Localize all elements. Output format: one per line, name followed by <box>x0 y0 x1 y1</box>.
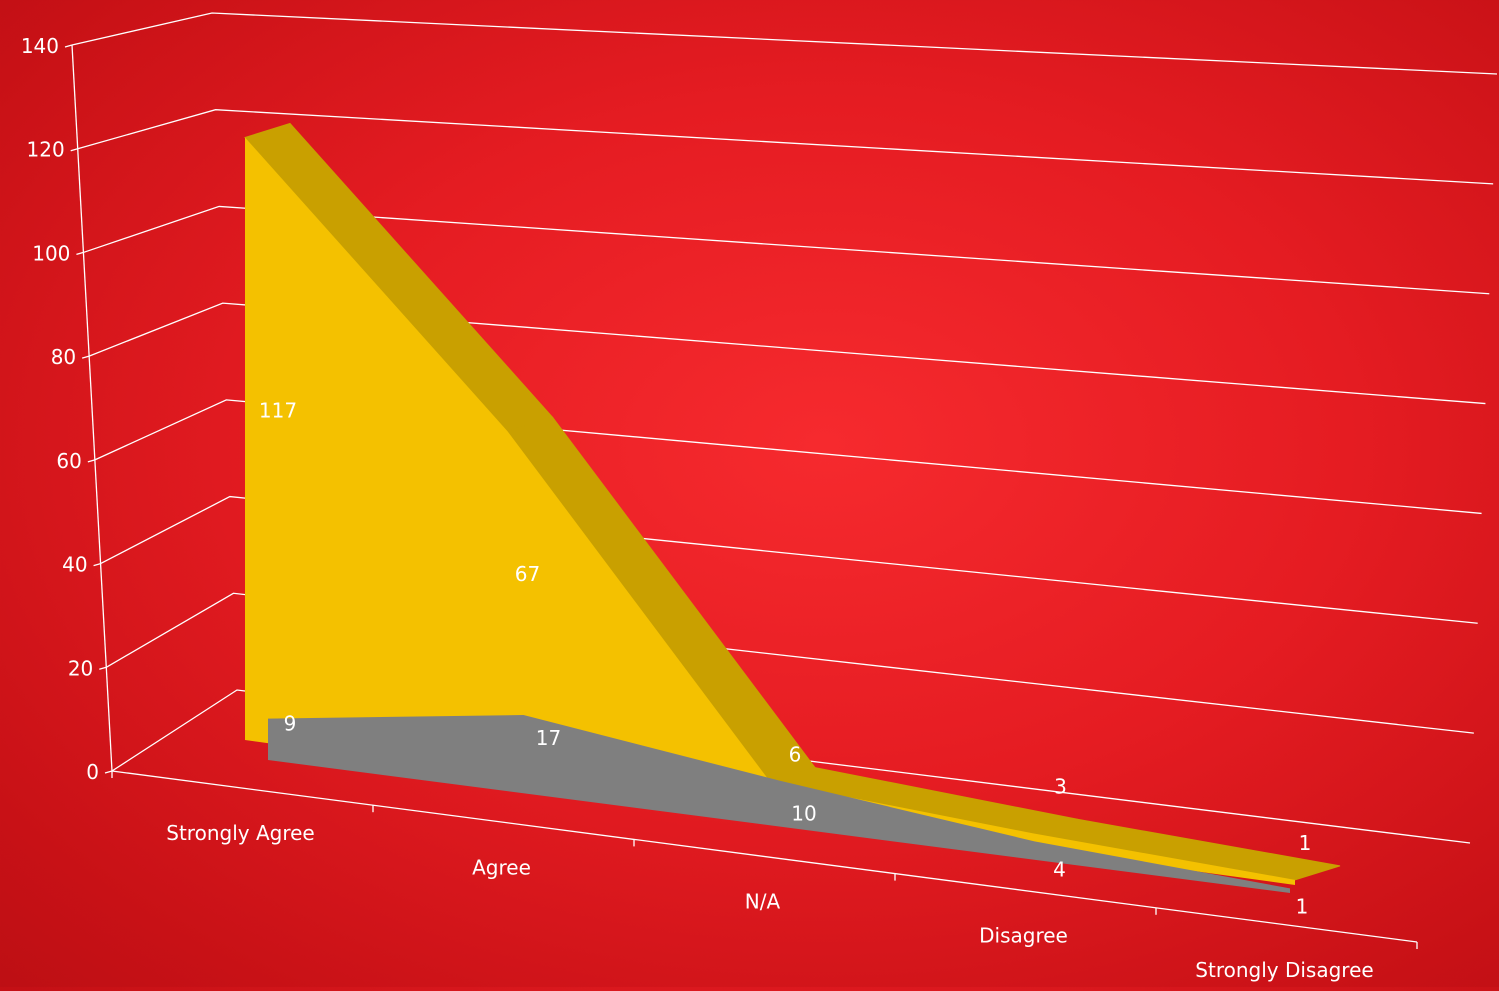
y-tick-label: 40 <box>62 553 87 577</box>
y-tick-mark <box>104 770 113 774</box>
series-area <box>268 715 1290 893</box>
gridline <box>88 302 1486 405</box>
x-tick-label: Disagree <box>979 924 1068 948</box>
data-label: 17 <box>536 726 561 750</box>
data-label: 117 <box>259 398 297 422</box>
x-tick-label: Strongly Disagree <box>1195 958 1373 982</box>
y-tick-mark <box>87 459 96 463</box>
y-tick-mark <box>93 562 101 567</box>
x-axis-line <box>111 770 1418 943</box>
y-tick-mark <box>64 44 73 48</box>
y-tick-label: 60 <box>56 449 81 473</box>
y-tick-mark <box>99 666 107 670</box>
y-tick-mark <box>70 148 78 152</box>
x-tick-label: Agree <box>472 855 531 879</box>
data-label: 4 <box>1053 857 1066 881</box>
data-labels: 117 67 6 3 1 9 17 10 4 1 <box>259 398 1311 918</box>
series-area <box>245 137 1295 885</box>
y-tick-label: 120 <box>27 138 65 162</box>
gridline <box>83 205 1490 295</box>
axes: 0 20 40 60 80 100 120 140 Strongly Agree Agree N/A… <box>21 34 1418 982</box>
data-label: 1 <box>1296 894 1309 918</box>
gridline <box>77 109 1494 185</box>
y-axis-line <box>71 44 113 772</box>
data-label: 1 <box>1299 831 1312 855</box>
data-label: 10 <box>791 802 816 826</box>
y-tick-mark <box>81 355 90 359</box>
gridline <box>105 592 1474 734</box>
x-tick-label: Strongly Agree <box>166 821 314 845</box>
data-label: 3 <box>1054 774 1067 798</box>
gridlines <box>71 12 1498 844</box>
data-label: 67 <box>515 562 540 586</box>
gridline <box>111 689 1471 844</box>
y-tick-label: 0 <box>86 760 99 784</box>
y-tick-label: 20 <box>68 656 93 680</box>
y-tick-label: 80 <box>51 345 76 369</box>
data-label: 9 <box>284 712 297 736</box>
y-tick-label: 100 <box>32 241 70 265</box>
gridline <box>71 12 1498 75</box>
series-areas <box>244 122 1341 893</box>
gridline <box>100 495 1478 624</box>
x-tick-label: N/A <box>745 890 781 914</box>
data-label: 6 <box>789 743 802 767</box>
y-tick-mark <box>76 251 84 256</box>
gridline <box>94 399 1482 515</box>
y-tick-label: 140 <box>21 34 59 58</box>
